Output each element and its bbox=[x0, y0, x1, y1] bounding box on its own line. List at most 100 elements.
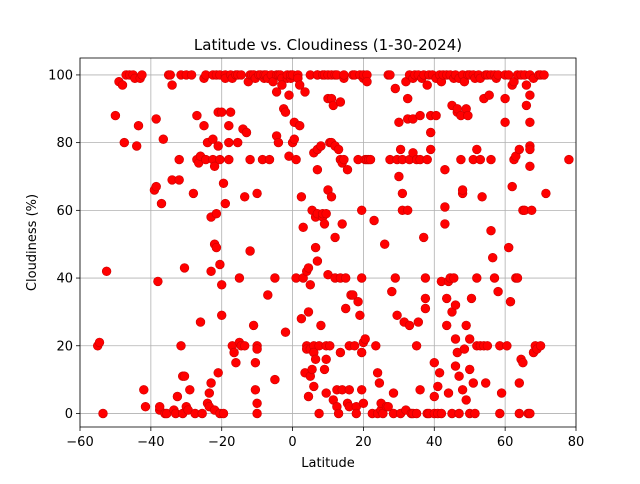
data-point bbox=[213, 368, 223, 378]
data-point bbox=[404, 320, 415, 331]
data-point bbox=[310, 242, 321, 253]
y-axis-label: Cloudiness (%) bbox=[25, 194, 40, 291]
data-point bbox=[192, 110, 202, 121]
data-point bbox=[303, 307, 314, 317]
data-point bbox=[434, 368, 445, 378]
data-point bbox=[525, 117, 535, 128]
data-point bbox=[466, 293, 477, 304]
data-point bbox=[539, 70, 549, 80]
data-point bbox=[440, 202, 450, 212]
data-point bbox=[403, 93, 413, 104]
data-point bbox=[277, 80, 287, 90]
data-point bbox=[420, 273, 431, 283]
data-point bbox=[496, 388, 507, 398]
data-point bbox=[341, 303, 351, 314]
y-tick-label: 0 bbox=[65, 407, 73, 422]
data-point bbox=[502, 341, 512, 351]
data-point bbox=[314, 408, 324, 419]
data-point bbox=[211, 209, 222, 219]
data-point bbox=[420, 303, 431, 314]
data-point bbox=[321, 209, 331, 219]
data-point bbox=[383, 402, 393, 412]
data-point bbox=[250, 385, 261, 395]
data-point bbox=[312, 256, 323, 266]
data-point bbox=[355, 310, 365, 320]
data-point bbox=[512, 273, 523, 283]
data-point bbox=[305, 280, 315, 290]
data-point bbox=[224, 137, 234, 148]
data-point bbox=[240, 341, 250, 351]
data-point bbox=[252, 408, 262, 419]
data-point bbox=[337, 219, 347, 229]
data-point bbox=[415, 110, 425, 121]
data-point bbox=[174, 175, 184, 185]
data-point bbox=[454, 371, 464, 381]
x-tick-label: 40 bbox=[426, 435, 443, 450]
data-point bbox=[101, 266, 112, 276]
data-point bbox=[197, 408, 207, 419]
data-point bbox=[429, 358, 439, 368]
data-point bbox=[394, 171, 404, 182]
data-point bbox=[296, 192, 307, 202]
data-point bbox=[94, 337, 105, 348]
data-point bbox=[360, 334, 370, 344]
data-point bbox=[371, 341, 381, 351]
data-point bbox=[224, 120, 234, 131]
data-point bbox=[429, 391, 439, 402]
data-point bbox=[468, 378, 478, 388]
data-point bbox=[217, 310, 227, 320]
data-point bbox=[245, 246, 255, 256]
data-point bbox=[357, 385, 367, 395]
data-point bbox=[472, 273, 482, 283]
data-point bbox=[252, 188, 262, 199]
data-point bbox=[465, 364, 475, 375]
data-point bbox=[442, 320, 452, 331]
data-point bbox=[411, 408, 422, 419]
data-point bbox=[344, 385, 354, 395]
y-tick-label: 20 bbox=[56, 339, 73, 354]
data-point bbox=[229, 347, 239, 358]
y-tick-label: 40 bbox=[56, 272, 73, 287]
data-point bbox=[422, 80, 432, 90]
data-point bbox=[525, 161, 535, 172]
data-point bbox=[525, 144, 535, 155]
data-point bbox=[403, 205, 413, 216]
data-point bbox=[397, 188, 408, 199]
data-point bbox=[98, 408, 108, 419]
data-point bbox=[206, 266, 216, 276]
data-point bbox=[420, 293, 431, 304]
data-point bbox=[395, 144, 406, 155]
data-point bbox=[372, 368, 383, 378]
data-point bbox=[213, 141, 223, 151]
data-point bbox=[450, 361, 461, 371]
data-point bbox=[394, 117, 404, 128]
data-point bbox=[179, 371, 190, 381]
data-point bbox=[495, 408, 505, 419]
data-point bbox=[156, 198, 167, 209]
data-point bbox=[374, 378, 385, 388]
data-point bbox=[461, 395, 471, 405]
data-point bbox=[284, 90, 294, 100]
data-point bbox=[155, 402, 165, 412]
data-point bbox=[362, 76, 372, 87]
data-point bbox=[321, 354, 331, 364]
data-point bbox=[440, 219, 450, 229]
data-point bbox=[319, 219, 330, 229]
data-point bbox=[195, 317, 206, 327]
data-point bbox=[231, 358, 241, 368]
data-point bbox=[504, 242, 514, 253]
data-point bbox=[353, 297, 363, 307]
data-point bbox=[351, 408, 361, 419]
data-point bbox=[357, 347, 367, 358]
data-point bbox=[348, 290, 358, 300]
data-point bbox=[335, 347, 346, 358]
data-point bbox=[241, 127, 252, 138]
data-point bbox=[176, 341, 186, 351]
data-point bbox=[270, 374, 280, 385]
data-point bbox=[505, 297, 516, 307]
data-point bbox=[280, 327, 291, 337]
data-point bbox=[273, 137, 284, 148]
data-point bbox=[500, 117, 510, 128]
data-points bbox=[92, 70, 574, 419]
